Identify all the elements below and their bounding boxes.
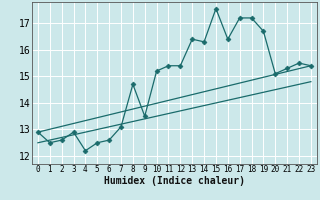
X-axis label: Humidex (Indice chaleur): Humidex (Indice chaleur) [104, 176, 245, 186]
